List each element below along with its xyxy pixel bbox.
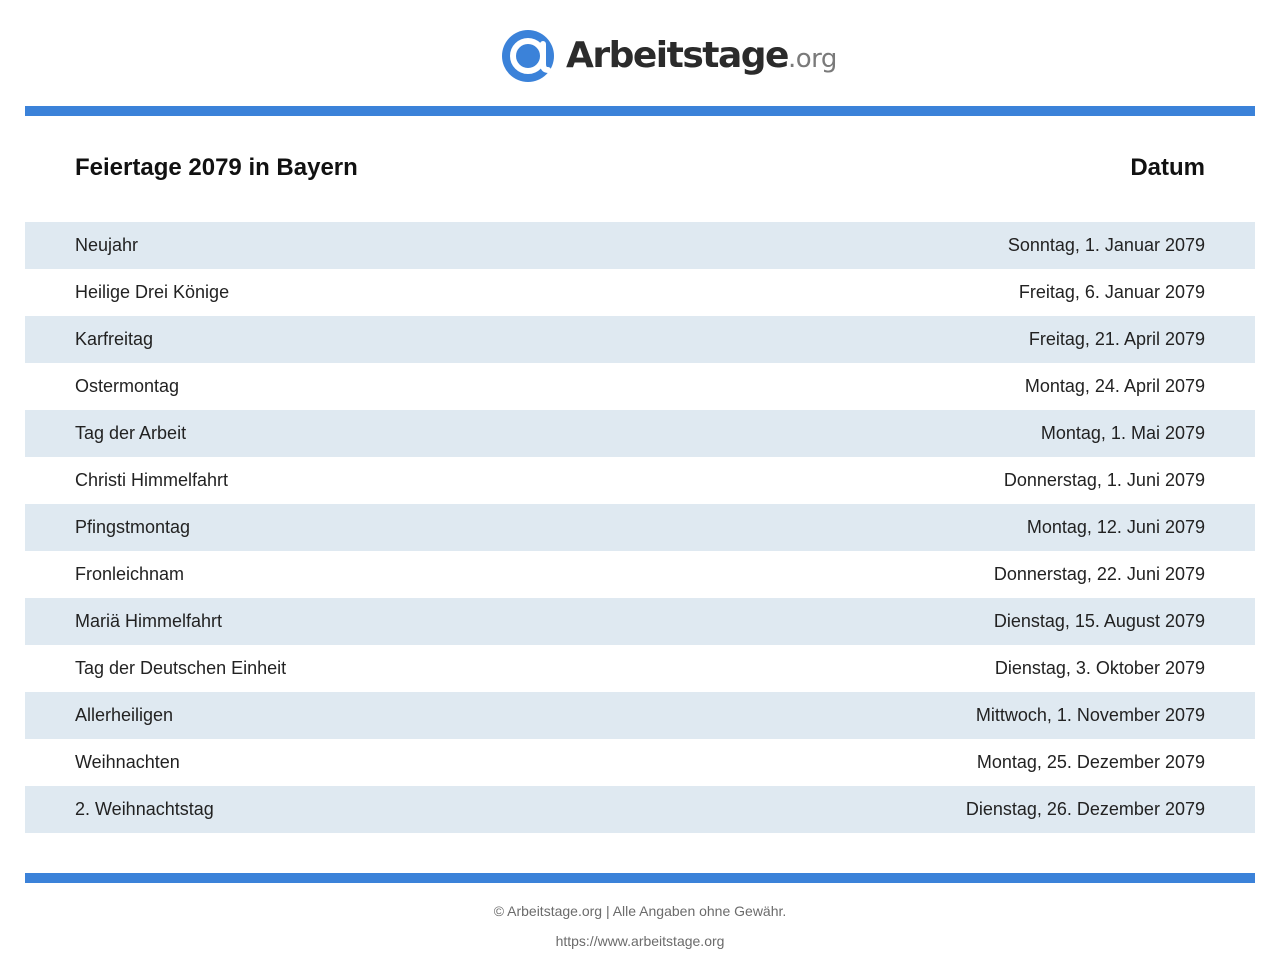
holiday-name: Ostermontag [75,376,179,397]
holiday-name: Allerheiligen [75,705,173,726]
holiday-date: Mittwoch, 1. November 2079 [976,705,1205,726]
holiday-date: Montag, 1. Mai 2079 [1041,423,1205,444]
footer-copyright: © Arbeitstage.org | Alle Angaben ohne Ge… [0,903,1280,919]
holiday-name: 2. Weihnachtstag [75,799,214,820]
date-column-header: Datum [1130,154,1205,182]
holiday-name: Heilige Drei Könige [75,282,229,303]
table-row: Allerheiligen Mittwoch, 1. November 2079 [25,692,1255,739]
table-row: Fronleichnam Donnerstag, 22. Juni 2079 [25,551,1255,598]
table-row: Heilige Drei Könige Freitag, 6. Januar 20… [25,269,1255,316]
holiday-table: Neujahr Sonntag, 1. Januar 2079 Heilige Dr… [25,222,1255,833]
table-header: Feiertage 2079 in Bayern Datum [25,148,1255,192]
holiday-date: Dienstag, 15. August 2079 [994,611,1205,632]
top-divider [25,106,1255,116]
holiday-date: Dienstag, 26. Dezember 2079 [966,799,1205,820]
table-row: Karfreitag Freitag, 21. April 2079 [25,316,1255,363]
holiday-date: Montag, 24. April 2079 [1025,376,1205,397]
table-row: Neujahr Sonntag, 1. Januar 2079 [25,222,1255,269]
holiday-name: Tag der Deutschen Einheit [75,658,286,679]
holiday-name: Neujahr [75,235,138,256]
table-row: Pfingstmontag Montag, 12. Juni 2079 [25,504,1255,551]
holiday-name: Fronleichnam [75,564,184,585]
holiday-date: Dienstag, 3. Oktober 2079 [995,658,1205,679]
table-row: 2. Weihnachtstag Dienstag, 26. Dezember 2… [25,786,1255,833]
bottom-divider [25,873,1255,883]
holiday-name: Mariä Himmelfahrt [75,611,222,632]
footer-url[interactable]: https://www.arbeitstage.org [0,933,1280,949]
holiday-date: Donnerstag, 22. Juni 2079 [994,564,1205,585]
holiday-date: Donnerstag, 1. Juni 2079 [1004,470,1205,491]
holiday-date: Freitag, 21. April 2079 [1029,329,1205,350]
holiday-name: Weihnachten [75,752,180,773]
logo-name: Arbeitstage [566,30,788,82]
table-row: Ostermontag Montag, 24. April 2079 [25,363,1255,410]
holiday-date: Freitag, 6. Januar 2079 [1019,282,1205,303]
table-row: Mariä Himmelfahrt Dienstag, 15. August 20… [25,598,1255,645]
holiday-name: Pfingstmontag [75,517,190,538]
site-logo[interactable]: Arbeitstage .org [502,30,837,82]
site-header: Arbeitstage .org [0,0,1280,106]
page-title: Feiertage 2079 in Bayern [75,154,358,182]
table-row: Christi Himmelfahrt Donnerstag, 1. Juni 2… [25,457,1255,504]
logo-tld: .org [788,33,837,85]
table-row: Weihnachten Montag, 25. Dezember 2079 [25,739,1255,786]
holiday-date: Sonntag, 1. Januar 2079 [1008,235,1205,256]
holiday-date: Montag, 25. Dezember 2079 [977,752,1205,773]
holiday-name: Christi Himmelfahrt [75,470,228,491]
holiday-name: Karfreitag [75,329,153,350]
table-row: Tag der Arbeit Montag, 1. Mai 2079 [25,410,1255,457]
at-sign-icon [502,30,554,82]
holiday-name: Tag der Arbeit [75,423,186,444]
table-row: Tag der Deutschen Einheit Dienstag, 3. Ok… [25,645,1255,692]
holiday-date: Montag, 12. Juni 2079 [1027,517,1205,538]
